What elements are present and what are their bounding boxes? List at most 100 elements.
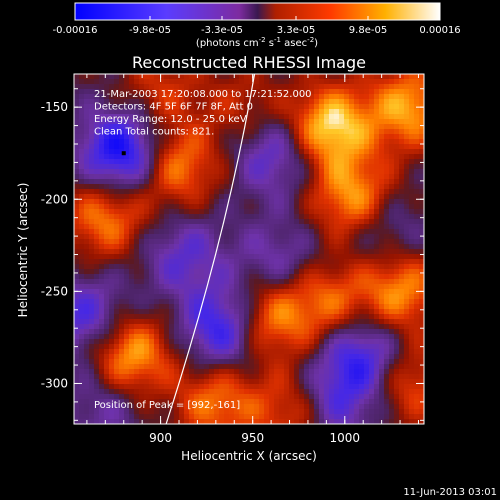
heatmap-cell (359, 234, 365, 240)
heatmap-cell (174, 219, 180, 225)
heatmap-cell (259, 374, 265, 380)
heatmap-cell (229, 259, 235, 265)
heatmap-cell (169, 189, 175, 195)
heatmap-cell (119, 224, 125, 230)
heatmap-cell (179, 79, 185, 85)
heatmap-cell (109, 89, 115, 95)
heatmap-cell (159, 239, 165, 245)
heatmap-cell (404, 364, 410, 370)
heatmap-cell (354, 219, 360, 225)
heatmap-cell (334, 109, 340, 115)
heatmap-cell (84, 194, 90, 200)
heatmap-cell (149, 179, 155, 185)
heatmap-cell (204, 344, 210, 350)
heatmap-cell (339, 114, 345, 120)
heatmap-cell (219, 379, 225, 385)
heatmap-cell (254, 179, 260, 185)
heatmap-cell (204, 154, 210, 160)
heatmap-cell (94, 169, 100, 175)
heatmap-cell (244, 204, 250, 210)
heatmap-cell (144, 204, 150, 210)
heatmap-cell (269, 114, 275, 120)
heatmap-cell (279, 184, 285, 190)
heatmap-cell (274, 399, 280, 405)
heatmap-cell (84, 384, 90, 390)
heatmap-cell (204, 119, 210, 125)
heatmap-cell (114, 279, 120, 285)
heatmap-cell (119, 184, 125, 190)
heatmap-cell (94, 204, 100, 210)
heatmap-cell (164, 159, 170, 165)
heatmap-cell (119, 259, 125, 265)
heatmap-cell (99, 279, 105, 285)
heatmap-cell (164, 89, 170, 95)
heatmap-cell (394, 154, 400, 160)
heatmap-cell (359, 89, 365, 95)
heatmap-cell (154, 204, 160, 210)
heatmap-cell (274, 129, 280, 135)
heatmap-cell (149, 154, 155, 160)
heatmap-cell (169, 249, 175, 255)
heatmap-cell (224, 349, 230, 355)
heatmap-cell (79, 139, 85, 145)
heatmap-cell (169, 149, 175, 155)
heatmap-cell (129, 389, 135, 395)
heatmap-cell (329, 109, 335, 115)
heatmap-cell (134, 399, 140, 405)
heatmap-cell (94, 369, 100, 375)
heatmap-cell (329, 244, 335, 250)
heatmap-cell (139, 384, 145, 390)
heatmap-cell (99, 174, 105, 180)
heatmap-cell (384, 249, 390, 255)
heatmap-cell (129, 334, 135, 340)
heatmap-cell (239, 104, 245, 110)
heatmap-cell (74, 354, 80, 360)
heatmap-cell (124, 109, 130, 115)
heatmap-cell (174, 299, 180, 305)
heatmap-cell (214, 324, 220, 330)
heatmap-cell (359, 269, 365, 275)
heatmap-cell (289, 229, 295, 235)
heatmap-cell (354, 374, 360, 380)
heatmap-cell (234, 99, 240, 105)
heatmap-cell (249, 349, 255, 355)
heatmap-cell (294, 304, 300, 310)
heatmap-cell (124, 209, 130, 215)
heatmap-cell (79, 134, 85, 140)
heatmap-cell (419, 234, 424, 240)
heatmap-cell (414, 279, 420, 285)
heatmap-cell (359, 104, 365, 110)
heatmap-cell (409, 189, 415, 195)
heatmap-cell (114, 409, 120, 415)
heatmap-cell (379, 89, 385, 95)
heatmap-cell (314, 379, 320, 385)
heatmap-cell (329, 254, 335, 260)
heatmap-cell (394, 109, 400, 115)
heatmap-cell (259, 144, 265, 150)
heatmap-cell (144, 74, 150, 80)
heatmap-cell (374, 394, 380, 400)
heatmap-cell (399, 239, 405, 245)
heatmap-cell (119, 414, 125, 420)
heatmap-cell (194, 159, 200, 165)
heatmap-cell (229, 334, 235, 340)
heatmap-cell (149, 269, 155, 275)
heatmap-cell (134, 409, 140, 415)
heatmap-cell (319, 289, 325, 295)
heatmap-cell (299, 109, 305, 115)
heatmap-cell (109, 414, 115, 420)
heatmap-cell (374, 164, 380, 170)
heatmap-cell (189, 279, 195, 285)
heatmap-cell (134, 129, 140, 135)
heatmap-cell (154, 159, 160, 165)
heatmap-cell (189, 209, 195, 215)
heatmap-cell (234, 234, 240, 240)
heatmap-cell (414, 269, 420, 275)
heatmap-cell (204, 274, 210, 280)
heatmap-cell (224, 364, 230, 370)
heatmap-cell (354, 224, 360, 230)
heatmap-cell (264, 109, 270, 115)
heatmap-cell (209, 149, 215, 155)
heatmap-cell (374, 374, 380, 380)
heatmap-cell (214, 159, 220, 165)
